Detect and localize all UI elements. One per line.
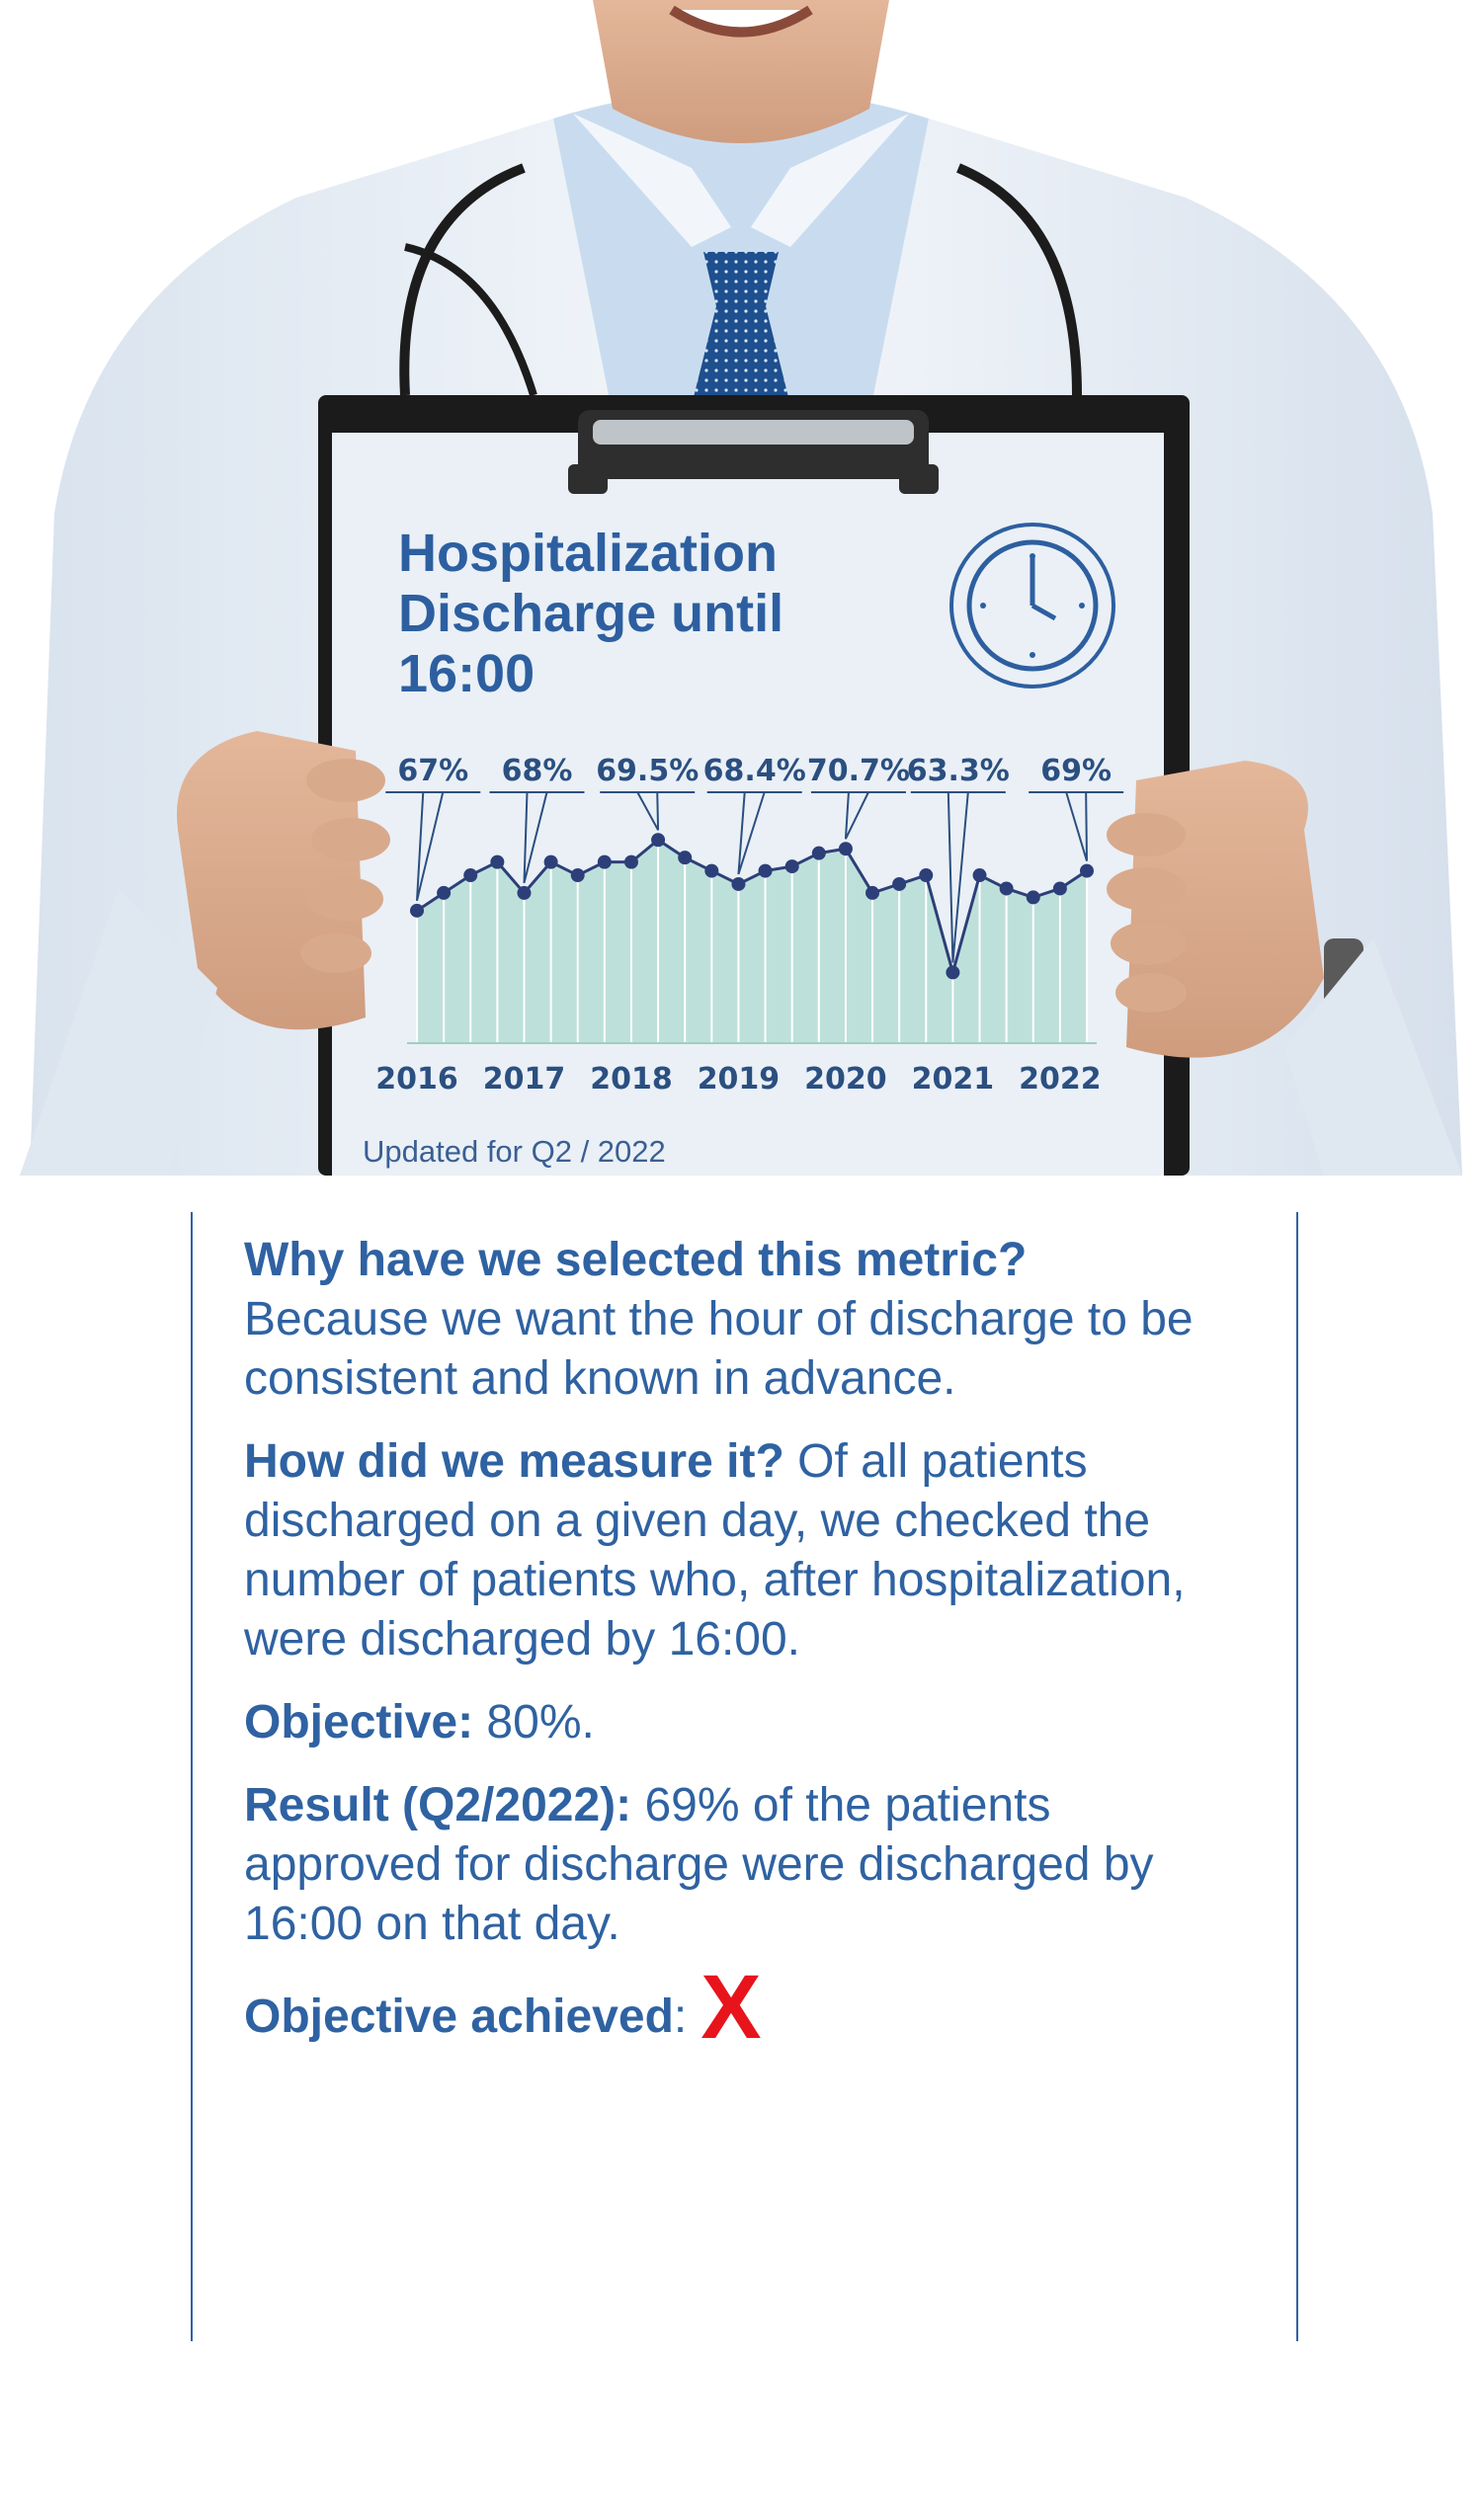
chart-point — [1026, 890, 1040, 905]
chart-point — [919, 868, 934, 883]
objective: Objective: 80%. — [244, 1693, 1242, 1752]
chart-point — [651, 833, 666, 848]
clipboard-title: Hospitalization Discharge until 16:00 — [398, 524, 784, 703]
updated-note: Updated for Q2 / 2022 — [363, 1134, 666, 1169]
objective-label: Objective: — [244, 1696, 474, 1748]
x-tick-label: 2022 — [1019, 1062, 1102, 1097]
data-label: 68% — [502, 754, 573, 788]
chart-point — [410, 903, 424, 918]
chart-point — [946, 965, 960, 980]
callout-pointer — [636, 791, 660, 831]
result: Result (Q2/2022): 69% of the patients ap… — [244, 1776, 1242, 1954]
chart-point — [892, 876, 907, 891]
question-why: Why have we selected this metric? Becaus… — [244, 1231, 1242, 1409]
chart-point — [678, 851, 693, 865]
chart-point — [758, 863, 773, 878]
callout-pointer — [844, 791, 869, 840]
data-label: 67% — [397, 754, 468, 788]
doctor-illustration — [0, 0, 1483, 1176]
left-border-line — [191, 1212, 193, 2341]
clock-icon — [949, 523, 1115, 689]
chart-point — [811, 846, 826, 860]
chart-point — [437, 885, 452, 900]
callout-pointer — [947, 791, 969, 963]
question-why-label: Why have we selected this metric? — [244, 1234, 1028, 1286]
chart-point — [463, 868, 478, 883]
hero-image: Hospitalization Discharge until 16:00 20… — [0, 0, 1483, 1176]
discharge-chart: 2016 2017 2018 2019 2020 2021 2022 67% 68% 69.5% 6… — [375, 741, 1124, 1106]
chart-point — [865, 885, 880, 900]
chart-point — [999, 881, 1014, 896]
chart-point — [543, 854, 558, 869]
x-tick-label: 2020 — [804, 1062, 887, 1097]
data-label: 69.5% — [596, 754, 699, 788]
chart-point — [1052, 881, 1067, 896]
question-how-label: How did we measure it? — [244, 1435, 784, 1488]
right-border-line — [1296, 1212, 1298, 2341]
data-label: 68.4% — [703, 754, 806, 788]
objective-achieved: Objective achieved: X — [244, 1962, 1242, 2053]
chart-point — [704, 863, 719, 878]
chart-point — [490, 854, 505, 869]
x-tick-label: 2021 — [912, 1062, 995, 1097]
chart-area-fill — [417, 840, 1087, 1043]
callout-pointer — [523, 791, 548, 884]
result-text: 69% of the patients approved for dischar… — [244, 1779, 1154, 1950]
x-tick-label: 2017 — [483, 1062, 566, 1097]
chart-point — [517, 885, 532, 900]
question-why-text: Because we want the hour of discharge to… — [244, 1293, 1194, 1405]
x-tick-label: 2018 — [590, 1062, 673, 1097]
data-label: 63.3% — [907, 754, 1010, 788]
question-how-text: Of all patients discharged on a given da… — [244, 1435, 1186, 1666]
x-tick-label: 2019 — [698, 1062, 781, 1097]
objective-achieved-label: Objective achieved — [244, 1991, 674, 2043]
question-how: How did we measure it? Of all patients d… — [244, 1432, 1242, 1669]
data-label: 69% — [1040, 754, 1112, 788]
metric-description: Why have we selected this metric? Becaus… — [244, 1231, 1242, 2071]
chart-point — [838, 842, 853, 856]
chart-point — [731, 876, 746, 891]
chart-point — [623, 854, 638, 869]
callout-pointer — [416, 791, 445, 902]
callout-pointer — [1065, 791, 1088, 861]
chart-point — [972, 868, 987, 883]
result-label: Result (Q2/2022): — [244, 1779, 632, 1831]
chart-point — [1080, 863, 1094, 878]
x-tick-label: 2016 — [375, 1062, 458, 1097]
chart-point — [597, 854, 612, 869]
objective-value: 80%. — [486, 1696, 595, 1748]
x-mark-icon: X — [700, 1957, 762, 2058]
chart-point — [784, 859, 799, 874]
objective-achieved-colon: : — [673, 1991, 688, 2043]
chart-point — [570, 868, 585, 883]
callout-pointer — [737, 791, 766, 875]
data-label: 70.7% — [807, 754, 910, 788]
